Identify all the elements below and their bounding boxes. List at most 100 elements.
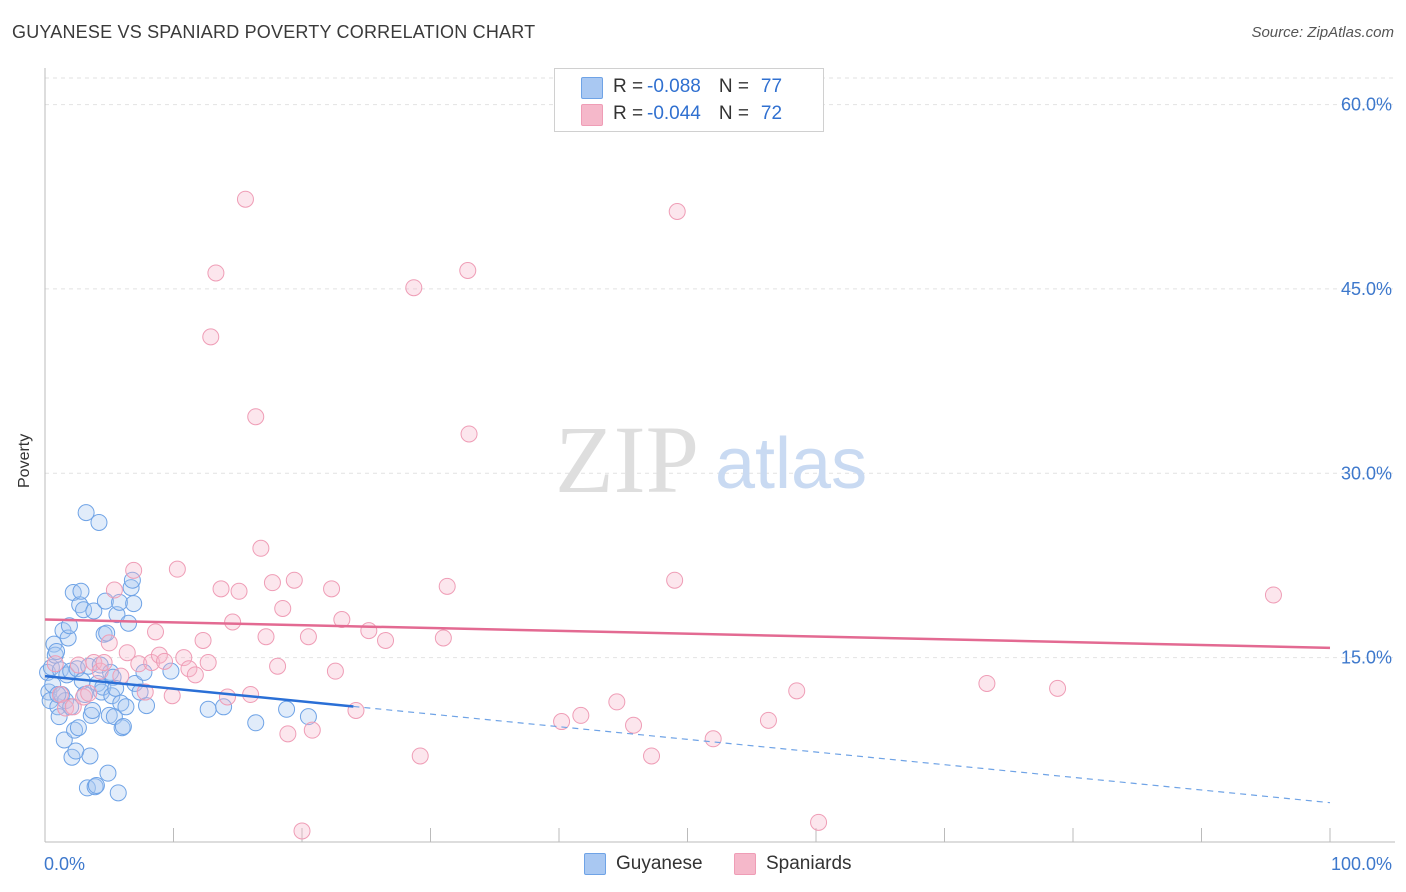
point-spaniards bbox=[434, 629, 452, 647]
point-guyanese bbox=[99, 764, 117, 782]
trend-line-guyanese-extension bbox=[353, 705, 1331, 804]
point-guyanese bbox=[138, 697, 156, 715]
point-guyanese bbox=[59, 629, 77, 647]
point-spaniards bbox=[100, 634, 118, 652]
point-spaniards bbox=[69, 656, 87, 674]
legend-item-guyanese: Guyanese bbox=[584, 852, 703, 876]
point-spaniards bbox=[279, 725, 297, 743]
point-spaniards bbox=[704, 730, 722, 748]
point-guyanese bbox=[85, 602, 103, 620]
legend-row-guyanese: R = -0.088 N = 77 bbox=[613, 75, 782, 99]
point-spaniards bbox=[274, 599, 292, 617]
point-guyanese bbox=[114, 717, 132, 735]
point-spaniards bbox=[1264, 586, 1282, 604]
point-spaniards bbox=[460, 425, 478, 443]
y-tick-label: 45.0% bbox=[1341, 279, 1392, 299]
point-guyanese bbox=[98, 624, 116, 642]
point-spaniards bbox=[207, 264, 225, 282]
trend-line-spaniards bbox=[44, 618, 1331, 650]
watermark: ZIP atlas bbox=[555, 406, 867, 513]
point-spaniards bbox=[46, 655, 64, 673]
point-spaniards bbox=[553, 713, 571, 731]
point-spaniards bbox=[377, 631, 395, 649]
point-spaniards bbox=[180, 660, 198, 678]
legend-label: Spaniards bbox=[766, 853, 852, 874]
point-spaniards bbox=[199, 654, 217, 672]
point-guyanese bbox=[96, 592, 114, 610]
point-spaniards bbox=[85, 654, 103, 672]
point-spaniards bbox=[118, 644, 136, 662]
legend-row-spaniards: R = -0.044 N = 72 bbox=[613, 102, 782, 126]
point-guyanese bbox=[299, 708, 317, 726]
point-guyanese bbox=[100, 706, 118, 724]
point-spaniards bbox=[269, 657, 287, 675]
y-tick-label: 30.0% bbox=[1341, 463, 1392, 483]
point-spaniards bbox=[666, 571, 684, 589]
point-spaniards bbox=[147, 623, 165, 641]
point-spaniards bbox=[326, 662, 344, 680]
point-spaniards bbox=[572, 706, 590, 724]
source-label: Source: ZipAtlas.com bbox=[1251, 24, 1394, 41]
n-value: 72 bbox=[760, 103, 783, 124]
point-spaniards bbox=[105, 581, 123, 599]
point-spaniards bbox=[360, 622, 378, 640]
point-spaniards bbox=[64, 698, 82, 716]
point-guyanese bbox=[84, 701, 102, 719]
point-spaniards bbox=[759, 711, 777, 729]
watermark-atlas: atlas bbox=[715, 424, 867, 504]
point-spaniards bbox=[810, 813, 828, 831]
point-guyanese bbox=[86, 778, 104, 796]
point-spaniards bbox=[236, 190, 254, 208]
trend-lines bbox=[44, 618, 1331, 804]
point-guyanese bbox=[67, 742, 85, 760]
point-spaniards bbox=[608, 693, 626, 711]
legend-item-spaniards: Spaniards bbox=[734, 852, 852, 876]
point-spaniards bbox=[323, 580, 341, 598]
point-spaniards bbox=[125, 561, 143, 579]
n-label: N = bbox=[718, 103, 749, 124]
point-spaniards bbox=[247, 408, 265, 426]
point-guyanese bbox=[109, 784, 127, 802]
point-guyanese bbox=[90, 513, 108, 531]
point-spaniards bbox=[202, 328, 220, 346]
legend-swatch bbox=[584, 853, 606, 875]
n-value: 77 bbox=[760, 76, 783, 97]
point-guyanese bbox=[162, 662, 180, 680]
point-guyanese bbox=[81, 747, 99, 765]
point-spaniards bbox=[80, 684, 98, 702]
correlation-legend: R = -0.088 N = 77 R = -0.044 N = 72 bbox=[554, 68, 824, 132]
point-spaniards bbox=[242, 686, 260, 704]
point-spaniards bbox=[252, 539, 270, 557]
trend-line-guyanese bbox=[44, 674, 354, 708]
point-spaniards bbox=[130, 655, 148, 673]
point-spaniards bbox=[285, 571, 303, 589]
point-spaniards bbox=[168, 560, 186, 578]
r-value: -0.044 bbox=[647, 103, 701, 124]
tick-labels: 15.0% 30.0% 45.0% 60.0% 0.0% 100.0% bbox=[44, 95, 1392, 874]
point-spaniards bbox=[136, 683, 154, 701]
point-spaniards bbox=[212, 580, 230, 598]
gridlines bbox=[45, 77, 1395, 659]
point-guyanese bbox=[113, 719, 131, 737]
point-spaniards bbox=[230, 582, 248, 600]
point-guyanese bbox=[50, 708, 68, 726]
scatter-points bbox=[39, 190, 1282, 840]
point-spaniards bbox=[1049, 679, 1067, 697]
point-spaniards bbox=[224, 613, 242, 631]
chart-title: GUYANESE VS SPANIARD POVERTY CORRELATION… bbox=[12, 22, 536, 42]
point-spaniards bbox=[411, 747, 429, 765]
r-value: -0.088 bbox=[647, 76, 701, 97]
point-guyanese bbox=[120, 614, 138, 632]
point-spaniards bbox=[218, 688, 236, 706]
point-spaniards bbox=[186, 666, 204, 684]
point-guyanese bbox=[117, 698, 135, 716]
point-guyanese bbox=[247, 714, 265, 732]
point-spaniards bbox=[194, 631, 212, 649]
point-spaniards bbox=[643, 747, 661, 765]
y-tick-label: 15.0% bbox=[1341, 648, 1392, 668]
point-guyanese bbox=[72, 582, 90, 600]
point-spaniards bbox=[438, 577, 456, 595]
point-spaniards bbox=[263, 574, 281, 592]
legend-swatch bbox=[734, 853, 756, 875]
